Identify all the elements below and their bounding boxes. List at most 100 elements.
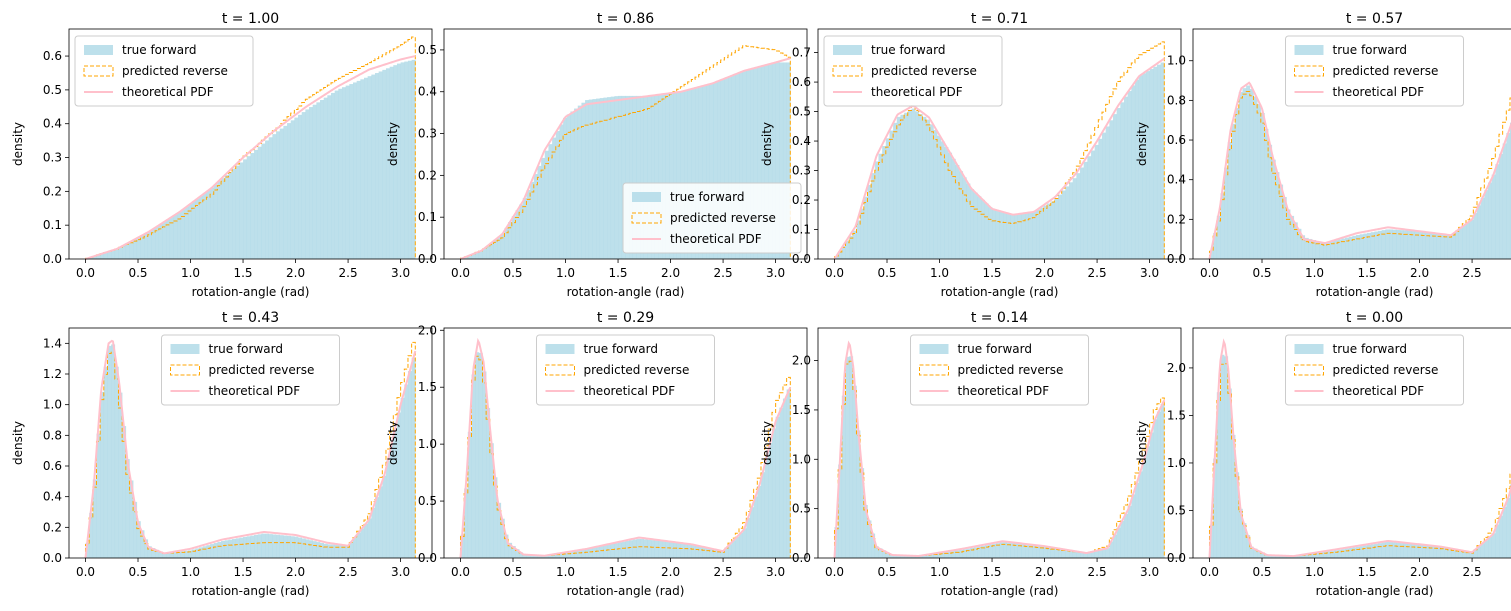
hist-bar (1425, 545, 1430, 558)
legend: true forward predicted reverse theoretical… (823, 35, 1003, 107)
x-tick-label: 1.5 (608, 266, 627, 280)
hist-bar (475, 352, 480, 558)
hist-bar (364, 77, 368, 259)
hist-bar (1374, 543, 1379, 558)
hist-bar (629, 95, 634, 259)
subplot-title: t = 0.71 (971, 11, 1028, 27)
legend-label: theoretical PDF (209, 384, 301, 398)
hist-bar (158, 551, 163, 558)
x-tick-label: 0.5 (1252, 565, 1271, 579)
legend: true forward predicted reverse theoretical… (536, 334, 715, 406)
y-tick-label: 0.1 (418, 210, 437, 224)
hist-bar (1249, 546, 1254, 558)
hist-bar (1436, 546, 1441, 558)
hist-bar (217, 181, 222, 259)
legend-swatch-true-forward (170, 344, 200, 354)
hist-bar (867, 520, 872, 558)
hist-bar (1326, 242, 1331, 259)
hist-bar (625, 95, 630, 259)
hist-bar (118, 392, 123, 558)
hist-bar (162, 553, 167, 558)
hist-bar (724, 77, 729, 259)
hist-bar (775, 62, 780, 260)
hist-bar (1043, 546, 1048, 558)
hist-bar (1286, 555, 1291, 558)
x-tick-label: 1.0 (556, 565, 575, 579)
hist-bar (999, 211, 1004, 259)
hist-bar (1293, 222, 1298, 259)
legend-label: theoretical PDF (871, 85, 963, 99)
hist-bar (232, 168, 237, 259)
x-tick-label: 2.0 (661, 565, 680, 579)
hist-bar (500, 233, 505, 259)
hist-bar (305, 109, 310, 259)
hist-bar (1131, 85, 1136, 259)
y-tick-label: 0.4 (1167, 173, 1186, 187)
hist-bar (1433, 233, 1437, 259)
x-tick-label: 0.0 (825, 565, 844, 579)
hist-bar (764, 64, 769, 260)
legend-label: predicted reverse (670, 211, 776, 225)
hist-bar (845, 356, 850, 558)
hist-bar (1356, 234, 1361, 259)
hist-bar (1477, 205, 1481, 259)
hist-bar (680, 543, 685, 558)
hist-bar (345, 545, 350, 558)
subplot-2: 0.0 0.5 1.0 1.5 2.0 2.5 3.0 0.0 0.1 0.2 0.3 0.4 0.5 t… (386, 11, 808, 299)
hist-bar (757, 485, 762, 558)
hist-bar (1047, 203, 1051, 259)
hist-bar (900, 114, 905, 259)
hist-bar (1466, 222, 1470, 259)
hist-bar (411, 59, 416, 259)
x-tick-label: 0.0 (76, 266, 95, 280)
hist-bar (210, 187, 215, 259)
y-tick-label: 0.6 (792, 75, 811, 89)
hist-bar (316, 102, 321, 260)
predicted-reverse-step (84, 341, 416, 558)
hist-bar (768, 443, 773, 558)
hist-bar (467, 431, 472, 558)
hist-bar (1447, 548, 1452, 558)
hist-bar (1087, 156, 1092, 259)
hist-bar (1389, 542, 1394, 558)
hist-bar (588, 548, 593, 558)
hist-bar (235, 538, 240, 558)
hist-bar (169, 552, 174, 558)
hist-bar (1414, 231, 1419, 259)
hist-bar (257, 534, 262, 558)
hist-bar (1054, 548, 1059, 558)
hist-bar (552, 137, 557, 259)
hist-bar (1145, 446, 1150, 558)
y-tick-label: 0.1 (792, 223, 811, 237)
hist-bar (345, 85, 350, 260)
hist-bar (393, 65, 398, 259)
hist-bar (500, 518, 505, 558)
hist-bar (298, 114, 302, 259)
hist-bar (467, 255, 472, 259)
hist-bar (323, 97, 328, 260)
hist-bar (1414, 544, 1419, 558)
hist-bar (1091, 150, 1095, 259)
hist-bar (1094, 144, 1099, 259)
hist-bar (1396, 229, 1401, 259)
hist-bar (746, 517, 751, 558)
hist-bar (614, 543, 619, 558)
hist-bar (158, 224, 163, 259)
x-tick-label: 2.0 (1035, 565, 1054, 579)
predicted-reverse-step (1208, 90, 1511, 259)
hist-bar (1495, 164, 1500, 259)
hist-bar (122, 426, 127, 558)
x-tick-label: 1.0 (930, 565, 949, 579)
hist-bar (1235, 107, 1240, 259)
y-tick-label: 2.0 (418, 323, 437, 337)
x-tick-label: 2.5 (1463, 266, 1482, 280)
y-tick-label: 0.5 (43, 83, 62, 97)
hist-bar (1047, 546, 1051, 558)
hist-bar (753, 67, 758, 259)
hist-bar (1156, 411, 1161, 558)
hist-bar (1297, 555, 1302, 558)
subplot-title: t = 0.43 (222, 310, 279, 326)
hist-bar (904, 555, 909, 558)
hist-bar (632, 95, 637, 259)
hist-bar (966, 183, 971, 259)
